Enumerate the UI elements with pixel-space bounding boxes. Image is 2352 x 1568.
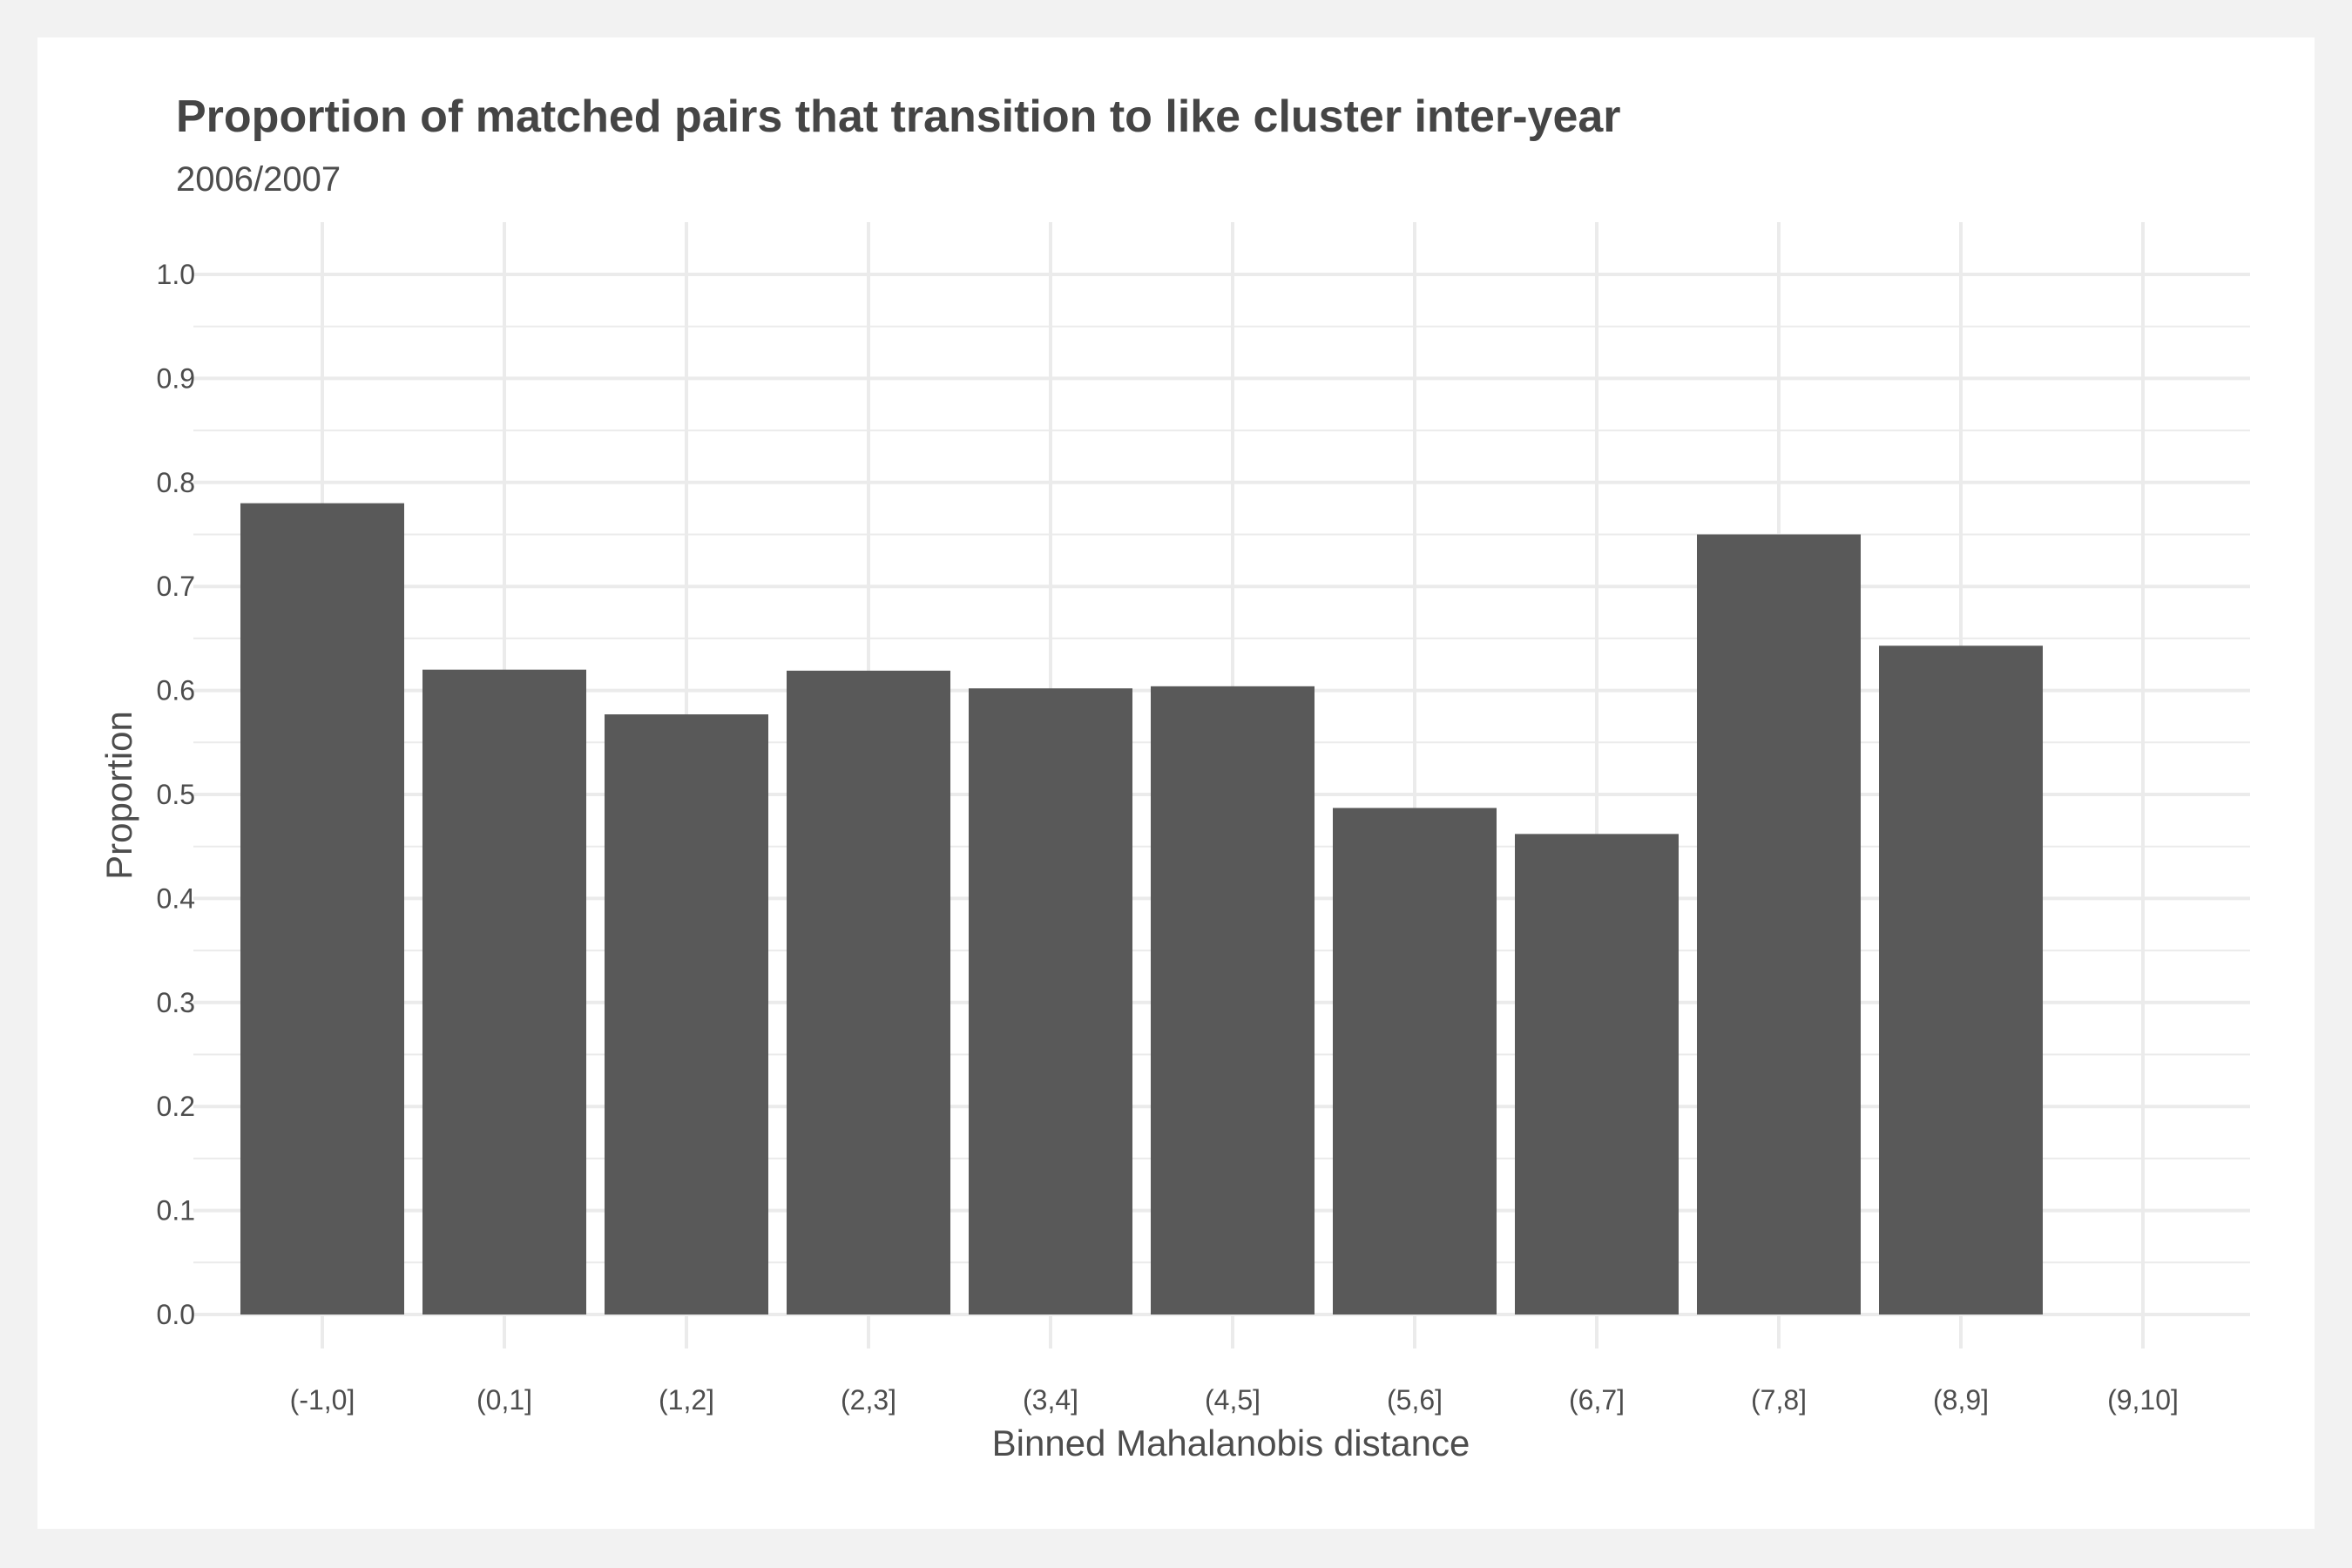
bar	[605, 714, 768, 1315]
y-tick-label: 0.4	[157, 882, 195, 914]
y-tick-label: 0.6	[157, 675, 195, 706]
bar	[240, 503, 404, 1315]
y-axis-ticks: 0.0 0.1 0.2 0.3 0.4 0.5 0.6 0.7 0.8 0.9 1.0	[157, 259, 195, 1330]
x-tick-label: (4,5]	[1205, 1384, 1260, 1416]
y-tick-label: 0.1	[157, 1195, 195, 1227]
bar	[787, 670, 950, 1315]
chart-subtitle: 2006/2007	[176, 160, 341, 199]
bars	[240, 503, 2043, 1315]
chart-title: Proportion of matched pairs that transit…	[176, 91, 1621, 142]
bar	[1151, 686, 1315, 1315]
y-tick-label: 1.0	[157, 259, 195, 290]
bar	[1333, 808, 1497, 1315]
x-axis-title: Binned Mahalanobis distance	[992, 1423, 1470, 1463]
bar	[969, 688, 1132, 1315]
y-tick-label: 0.0	[157, 1299, 195, 1330]
x-tick-label: (0,1]	[476, 1384, 532, 1416]
y-tick-label: 0.3	[157, 987, 195, 1018]
bar	[422, 669, 586, 1315]
y-axis-title: Proportion	[98, 711, 139, 880]
x-tick-label: (7,8]	[1751, 1384, 1807, 1416]
x-tick-label: (9,10]	[2107, 1384, 2179, 1416]
y-tick-label: 0.7	[157, 571, 195, 602]
x-tick-label: (2,3]	[841, 1384, 896, 1416]
y-tick-label: 0.2	[157, 1091, 195, 1122]
y-tick-label: 0.5	[157, 779, 195, 810]
x-tick-label: (3,4]	[1023, 1384, 1078, 1416]
x-tick-label: (5,6]	[1387, 1384, 1443, 1416]
x-axis-ticks: (-1,0] (0,1] (1,2] (2,3] (3,4] (4,5] (5,6] (6,7…	[290, 1384, 2179, 1416]
x-tick-label: (1,2]	[659, 1384, 714, 1416]
bar	[1879, 645, 2043, 1315]
y-tick-label: 0.9	[157, 362, 195, 394]
x-tick-label: (6,7]	[1569, 1384, 1625, 1416]
x-tick-label: (8,9]	[1933, 1384, 1989, 1416]
x-tick-label: (-1,0]	[290, 1384, 355, 1416]
bar	[1697, 534, 1861, 1315]
y-tick-label: 0.8	[157, 467, 195, 498]
bar	[1515, 834, 1679, 1315]
